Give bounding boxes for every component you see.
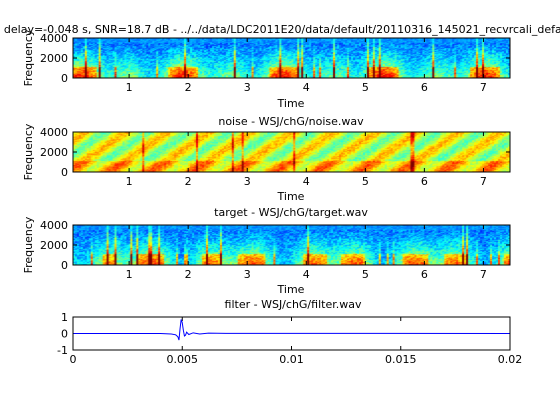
x-tick-label: 6 [421,175,428,188]
panel-mixture: delay=-0.048 s, SNR=18.7 dB - ../../data… [4,23,560,110]
x-tick-label: 0.02 [498,353,523,366]
panel-filter: filter - WSJ/chG/filter.wav 0 0.005 0.01 0.… [57,298,522,366]
x-tick-label: 7 [480,175,487,188]
panel-4-axes-box [72,316,511,351]
panel-1-ylabel: Frequency [22,29,35,86]
x-tick-label: 6 [421,81,428,94]
x-tick-label: 4 [303,81,310,94]
x-tick-label: 1 [126,81,133,94]
panel-3-xlabel: Time [277,283,305,296]
x-tick-label: 3 [244,175,251,188]
y-tick-label: 1 [61,311,68,324]
x-tick-label: 0 [70,353,77,366]
panel-3-ylabel: Frequency [22,216,35,273]
x-tick-label: 0.005 [167,353,199,366]
y-tick-label: 0 [61,328,68,341]
x-tick-label: 7 [480,268,487,281]
x-tick-label: 6 [421,268,428,281]
y-tick-label: 0 [61,166,68,179]
x-tick-label: 1 [126,175,133,188]
y-tick-label: -1 [57,344,68,357]
x-tick-label: 5 [362,268,369,281]
panel-2-xlabel: Time [277,190,305,203]
panel-1-xlabel: Time [277,97,305,110]
spectrogram-image-1 [73,38,510,78]
spectrogram-image-3 [73,225,510,265]
x-tick-label: 0.015 [385,353,417,366]
y-tick-label: 4000 [40,126,68,139]
y-tick-label: 0 [61,259,68,272]
y-tick-label: 2000 [40,146,68,159]
panel-2-title: noise - WSJ/chG/noise.wav [218,115,364,128]
panel-target: target - WSJ/chG/target.wav 1 2 3 4 5 6 7 0 2000… [22,206,511,296]
x-tick-label: 3 [244,81,251,94]
y-tick-label: 2000 [40,239,68,252]
x-tick-label: 5 [362,175,369,188]
y-tick-label: 4000 [40,32,68,45]
x-tick-label: 2 [185,81,192,94]
panel-3-title: target - WSJ/chG/target.wav [214,206,368,219]
y-tick-label: 2000 [40,52,68,65]
x-tick-label: 5 [362,81,369,94]
spectrogram-image-2 [73,132,510,172]
panel-4-title: filter - WSJ/chG/filter.wav [225,298,362,311]
x-tick-label: 7 [480,81,487,94]
panel-noise: noise - WSJ/chG/noise.wav 1 2 3 4 5 6 7 0 2000 40… [22,115,511,203]
panel-1-title: delay=-0.048 s, SNR=18.7 dB - ../../data… [4,23,560,36]
y-tick-label: 0 [61,72,68,85]
x-tick-label: 0.01 [279,353,304,366]
panel-2-ylabel: Frequency [22,123,35,180]
x-tick-label: 4 [303,268,310,281]
x-tick-label: 1 [126,268,133,281]
x-tick-label: 3 [244,268,251,281]
y-tick-label: 4000 [40,219,68,232]
x-tick-label: 2 [185,175,192,188]
x-tick-label: 2 [185,268,192,281]
x-tick-label: 4 [303,175,310,188]
filter-line [73,319,511,341]
